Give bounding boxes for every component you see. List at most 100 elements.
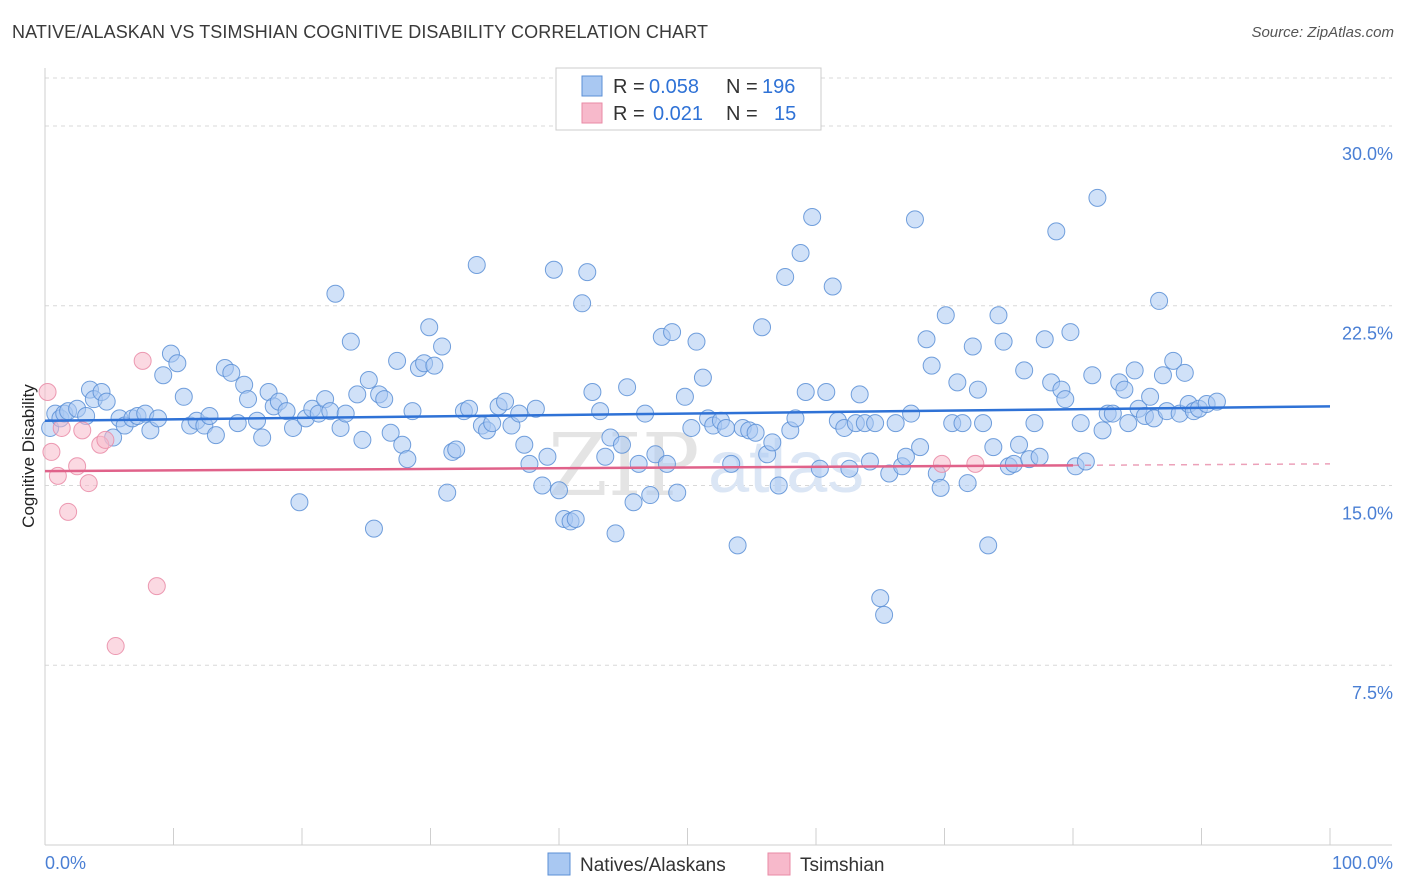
point-natives-160 (968, 380, 987, 399)
point-natives-183 (1088, 188, 1107, 207)
y-tick-label-3: 30.0% (1342, 144, 1393, 164)
data-points (38, 188, 1226, 656)
point-natives-79 (515, 435, 534, 454)
point-natives-92 (591, 402, 610, 421)
point-natives-83 (538, 447, 557, 466)
point-natives-57 (388, 351, 407, 370)
point-natives-156 (948, 373, 967, 392)
point-tsimshian-5 (68, 457, 87, 476)
point-natives-78 (510, 404, 529, 423)
point-natives-33 (248, 411, 267, 430)
source-label: Source: ZipAtlas.com (1251, 24, 1394, 41)
point-natives-147 (902, 404, 921, 423)
point-natives-106 (668, 483, 687, 502)
point-natives-40 (290, 493, 309, 512)
legend-r-label-tsimshian: R = (613, 103, 645, 125)
point-natives-99 (629, 454, 648, 473)
point-tsimshian-14 (966, 454, 985, 473)
point-natives-175 (1047, 222, 1066, 241)
point-natives-39 (284, 418, 303, 437)
point-natives-205 (1207, 392, 1226, 411)
point-natives-198 (1164, 351, 1183, 370)
point-natives-104 (657, 454, 676, 473)
point-natives-63 (420, 318, 439, 337)
point-natives-80 (520, 454, 539, 473)
trend-line-tsimshian-extension (1072, 463, 1331, 467)
point-natives-153 (931, 478, 950, 497)
point-natives-119 (746, 423, 765, 442)
point-natives-38 (277, 402, 296, 421)
point-natives-109 (687, 332, 706, 351)
point-natives-108 (682, 418, 701, 437)
point-natives-193 (1141, 387, 1160, 406)
point-natives-122 (763, 433, 782, 452)
point-natives-84 (544, 260, 563, 279)
point-natives-51 (353, 430, 372, 449)
point-natives-59 (398, 450, 417, 469)
point-natives-167 (1004, 454, 1023, 473)
point-natives-29 (222, 363, 241, 382)
point-natives-150 (917, 330, 936, 349)
point-natives-142 (875, 605, 894, 624)
point-natives-82 (533, 476, 552, 495)
trend-line-natives (44, 405, 1331, 423)
point-natives-148 (905, 210, 924, 229)
point-natives-128 (796, 382, 815, 401)
point-natives-171 (1025, 414, 1044, 433)
point-natives-10 (97, 392, 116, 411)
trend-line-tsimshian (44, 464, 1074, 473)
legend-r-label-natives: R = (613, 76, 645, 98)
point-tsimshian-0 (38, 382, 57, 401)
point-natives-56 (381, 423, 400, 442)
legend-n-value-tsimshian: 15 (774, 103, 796, 125)
point-natives-64 (425, 356, 444, 375)
point-natives-89 (573, 294, 592, 313)
point-natives-110 (693, 368, 712, 387)
point-natives-141 (871, 589, 890, 608)
point-natives-131 (817, 382, 836, 401)
point-natives-123 (769, 476, 788, 495)
point-natives-53 (364, 519, 383, 538)
legend-n-value-natives: 196 (762, 76, 795, 98)
point-natives-137 (850, 385, 869, 404)
point-natives-159 (963, 337, 982, 356)
x-tick-label-max: 100.0% (1332, 853, 1393, 873)
point-natives-102 (646, 445, 665, 464)
point-natives-48 (336, 404, 355, 423)
point-natives-120 (753, 318, 772, 337)
point-tsimshian-9 (96, 430, 115, 449)
legend-n-label-natives: N = (726, 76, 758, 98)
point-natives-34 (253, 428, 272, 447)
point-natives-27 (206, 426, 225, 445)
point-natives-49 (341, 332, 360, 351)
point-tsimshian-1 (42, 442, 61, 461)
point-natives-151 (922, 356, 941, 375)
point-natives-66 (438, 483, 457, 502)
point-natives-85 (550, 481, 568, 500)
legend-swatch-natives (581, 75, 603, 97)
legend-swatch-tsimshian (581, 102, 603, 124)
bottom-legend-swatch-tsimshian (767, 852, 791, 876)
point-natives-93 (596, 447, 615, 466)
point-natives-164 (989, 306, 1008, 325)
point-natives-68 (447, 440, 466, 459)
point-natives-76 (496, 392, 515, 411)
point-natives-130 (810, 459, 829, 478)
point-natives-180 (1071, 414, 1090, 433)
point-natives-91 (583, 382, 602, 401)
point-natives-200 (1175, 363, 1194, 382)
legend-n-label-tsimshian: N = (726, 103, 758, 125)
chart-title: NATIVE/ALASKAN VS TSIMSHIAN COGNITIVE DI… (12, 22, 709, 42)
point-natives-98 (624, 493, 643, 512)
point-natives-116 (728, 536, 747, 555)
legend-r-value-tsimshian: 0.021 (653, 103, 703, 125)
point-natives-195 (1150, 291, 1169, 310)
series-legend: Natives/Alaskans Tsimshian (547, 852, 884, 876)
point-tsimshian-10 (106, 637, 125, 656)
point-natives-172 (1030, 447, 1049, 466)
point-natives-21 (168, 354, 187, 373)
legend-r-value-natives: 0.058 (649, 76, 699, 98)
point-natives-32 (239, 390, 258, 409)
point-natives-190 (1125, 361, 1144, 380)
